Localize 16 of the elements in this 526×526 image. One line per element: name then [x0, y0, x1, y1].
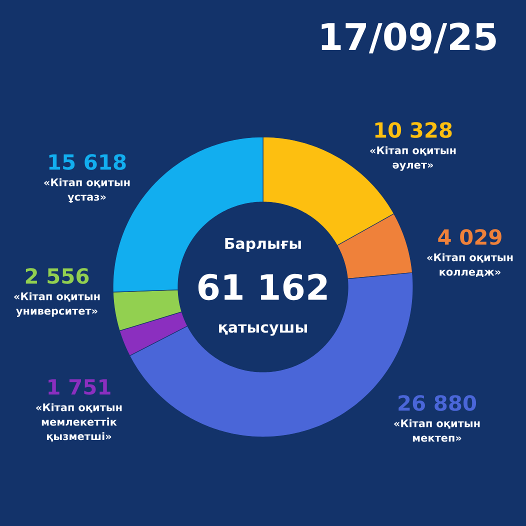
data-label: 15 618: [49, 154, 126, 170]
data-label: 10 328: [375, 122, 452, 138]
text: қатысушы: [219, 324, 307, 336]
text: 61 162: [198, 274, 327, 300]
data-label: 4 029: [438, 229, 502, 245]
slice-label: «Кітап оқитын университет»: [14, 292, 100, 317]
chart-title: 17/09/25: [322, 22, 496, 54]
text: Барлығы: [225, 238, 301, 252]
slice-label: «Кітап оқитын колледж»: [427, 253, 513, 278]
slice-label: «Кітап оқитын мемлекеттік қызметші»: [36, 403, 122, 442]
data-label: 26 880: [398, 395, 476, 411]
slice-label: «Кітап оқитын мектеп»: [394, 419, 480, 442]
slice-label: «Кітап оқитын әулет»: [370, 146, 456, 171]
data-label: 2 556: [26, 268, 89, 284]
slice-label: «Кітап оқитын ұстаз»: [44, 178, 130, 203]
data-label: 1 751: [48, 379, 110, 395]
